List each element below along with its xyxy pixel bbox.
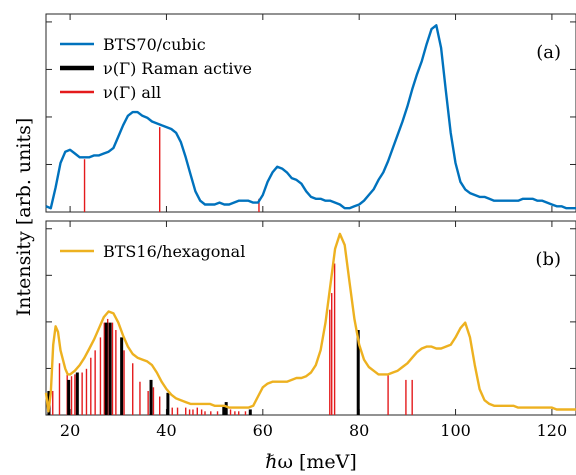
x-tick-label: 100 [440, 421, 471, 440]
panel-label: (b) [535, 249, 561, 270]
series-line [44, 232, 576, 413]
x-tick-label: 40 [156, 421, 176, 440]
x-tick-label: 120 [537, 421, 568, 440]
x-tick-label: 80 [349, 421, 369, 440]
plot-frame [45, 13, 576, 213]
legend-label: ν(Γ) Raman active [103, 59, 252, 78]
legend-label: BTS16/hexagonal [103, 242, 245, 261]
panel-label: (a) [536, 42, 561, 63]
series-line [45, 24, 576, 210]
y-axis-label: Intensity [arb. units] [13, 118, 35, 317]
x-tick-label: 60 [253, 421, 273, 440]
legend-label: BTS70/cubic [103, 35, 206, 54]
panel-b: BTS16/hexagonal (b) [44, 220, 576, 416]
x-tick-label: 20 [60, 421, 80, 440]
panel-a: BTS70/cubic ν(Γ) Raman active ν(Γ) all (a) [45, 13, 576, 213]
legend-label: ν(Γ) all [103, 83, 161, 102]
plot-frame [45, 220, 576, 416]
x-axis-label: ℏω [meV] [265, 451, 357, 473]
